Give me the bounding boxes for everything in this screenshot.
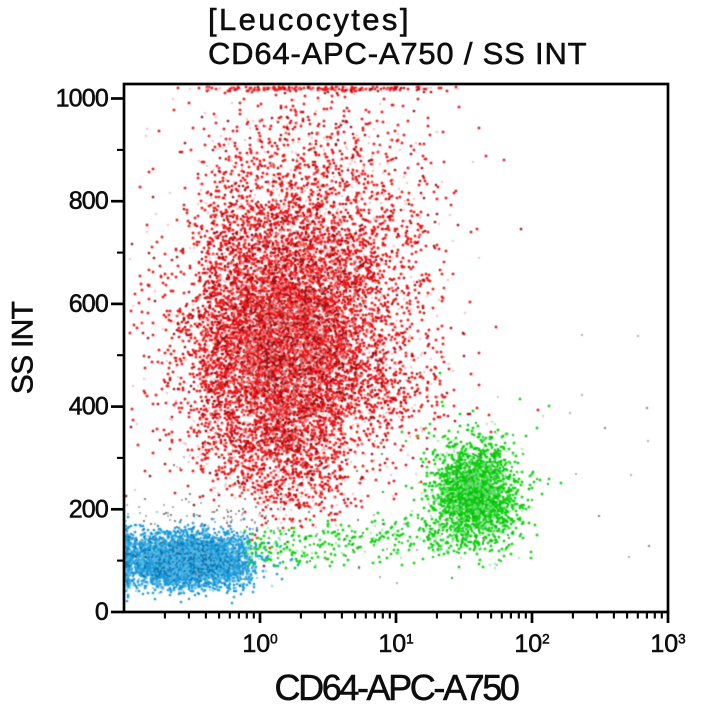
svg-text:CD64-APC-A750 / SS INT: CD64-APC-A750 / SS INT [208, 36, 587, 71]
svg-text:102: 102 [514, 630, 549, 658]
svg-text:600: 600 [69, 290, 108, 318]
svg-text:0: 0 [95, 598, 108, 626]
svg-text:1000: 1000 [56, 85, 108, 113]
svg-text:CD64-APC-A750: CD64-APC-A750 [275, 667, 519, 708]
svg-text:SS INT: SS INT [7, 301, 40, 394]
svg-text:800: 800 [69, 187, 108, 215]
svg-text:400: 400 [69, 393, 108, 421]
svg-text:200: 200 [69, 495, 108, 523]
svg-text:[Leucocytes]: [Leucocytes] [208, 2, 411, 37]
